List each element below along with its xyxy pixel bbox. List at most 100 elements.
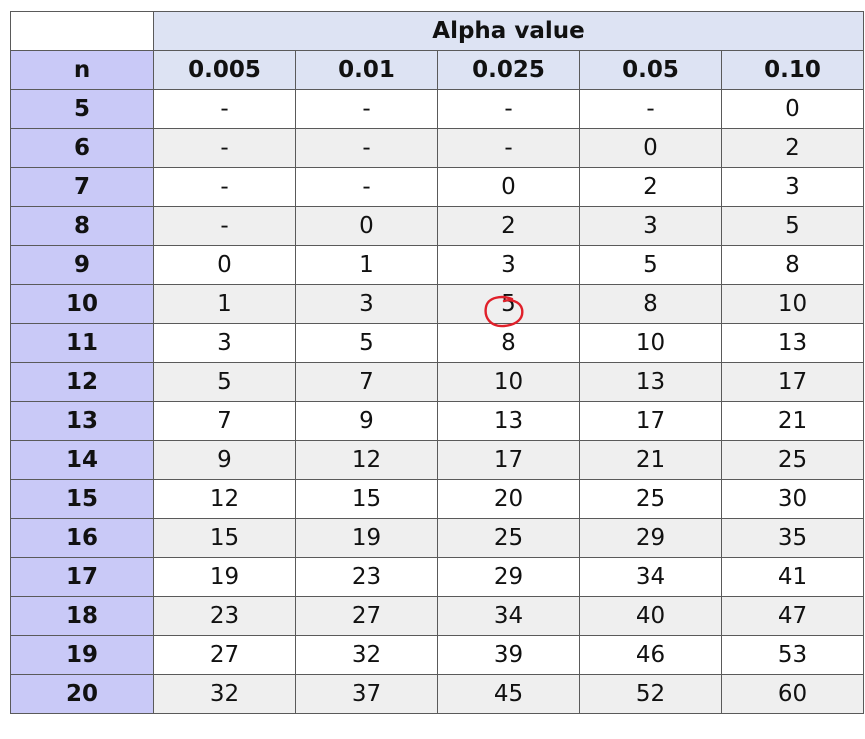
table-row: 11 3 5 8 10 13	[10, 323, 864, 363]
value-cell: 2	[437, 206, 580, 246]
value-cell: 17	[437, 440, 580, 480]
value-cell: 35	[721, 518, 864, 558]
value-cell: -	[153, 206, 296, 246]
critical-values-table: Alpha value n 0.005 0.01 0.025 0.05 0.10…	[10, 11, 864, 714]
critical-values-table-container: Alpha value n 0.005 0.01 0.025 0.05 0.10…	[10, 11, 864, 714]
value-cell: 1	[153, 284, 296, 324]
value-cell: 29	[437, 557, 580, 597]
value-cell: -	[579, 89, 722, 129]
value-cell: 30	[721, 479, 864, 519]
value-cell: 29	[579, 518, 722, 558]
n-cell: 5	[10, 89, 154, 129]
value-cell: 45	[437, 674, 580, 714]
value-cell: 5	[153, 362, 296, 402]
value-cell: 52	[579, 674, 722, 714]
table-row: 5----0	[10, 89, 864, 129]
value-cell: 0	[153, 245, 296, 285]
value-cell: 5	[579, 245, 722, 285]
value-cell: 47	[721, 596, 864, 636]
value-cell: 13	[721, 323, 864, 363]
value-cell: 41	[721, 557, 864, 597]
value-cell: 39	[437, 635, 580, 675]
value-cell: 9	[153, 440, 296, 480]
alpha-column-header: 0.01	[295, 50, 438, 90]
group-header-row: Alpha value	[10, 11, 864, 51]
value-cell: 27	[153, 635, 296, 675]
n-cell: 16	[10, 518, 154, 558]
value-cell: 32	[295, 635, 438, 675]
n-cell: 18	[10, 596, 154, 636]
value-cell: 21	[579, 440, 722, 480]
value-cell: 5	[437, 284, 580, 324]
value-cell: 25	[579, 479, 722, 519]
table-row: 16 15 19 25 29 35	[10, 518, 864, 558]
alpha-column-header: 0.10	[721, 50, 864, 90]
n-header: n	[10, 50, 154, 90]
corner-cell	[10, 11, 154, 51]
value-cell: 34	[579, 557, 722, 597]
value-cell: 10	[437, 362, 580, 402]
value-cell: 8	[721, 245, 864, 285]
value-cell: 60	[721, 674, 864, 714]
value-cell: -	[153, 128, 296, 168]
n-cell: 13	[10, 401, 154, 441]
table-row: 17 19 23 29 34 41	[10, 557, 864, 597]
value-cell: 10	[721, 284, 864, 324]
value-cell: 19	[295, 518, 438, 558]
value-cell: 17	[721, 362, 864, 402]
n-cell: 15	[10, 479, 154, 519]
value-cell: 15	[153, 518, 296, 558]
value-cell: 25	[437, 518, 580, 558]
n-cell: 20	[10, 674, 154, 714]
value-cell: 3	[437, 245, 580, 285]
value-cell: 53	[721, 635, 864, 675]
value-cell: 5	[295, 323, 438, 363]
value-cell: 3	[579, 206, 722, 246]
alpha-column-header: 0.025	[437, 50, 580, 90]
value-cell: -	[437, 89, 580, 129]
value-cell: 21	[721, 401, 864, 441]
value-cell: 10	[579, 323, 722, 363]
value-cell: 0	[437, 167, 580, 207]
value-cell: 40	[579, 596, 722, 636]
n-cell: 12	[10, 362, 154, 402]
value-cell: 3	[721, 167, 864, 207]
value-cell: 7	[153, 401, 296, 441]
value-cell: 34	[437, 596, 580, 636]
table-row: 18 23 27 34 40 47	[10, 596, 864, 636]
n-cell: 14	[10, 440, 154, 480]
n-cell: 6	[10, 128, 154, 168]
value-cell: -	[295, 89, 438, 129]
value-cell: 3	[153, 323, 296, 363]
table-row: 14 9 12 17 21 25	[10, 440, 864, 480]
value-cell: 17	[579, 401, 722, 441]
value-cell: 20	[437, 479, 580, 519]
value-cell: 0	[579, 128, 722, 168]
n-cell: 17	[10, 557, 154, 597]
alpha-column-header: 0.005	[153, 50, 296, 90]
table-row: 12 5 7 10 13 17	[10, 362, 864, 402]
table-row: 15 12 15 20 25 30	[10, 479, 864, 519]
value-cell: 12	[295, 440, 438, 480]
value-cell: -	[437, 128, 580, 168]
n-cell: 10	[10, 284, 154, 324]
table-row: 13 7 9 13 17 21	[10, 401, 864, 441]
value-cell: 32	[153, 674, 296, 714]
value-cell: 8	[579, 284, 722, 324]
value-cell: 27	[295, 596, 438, 636]
n-cell: 7	[10, 167, 154, 207]
value-cell: 1	[295, 245, 438, 285]
value-cell: 25	[721, 440, 864, 480]
value-cell: 46	[579, 635, 722, 675]
value-cell: 2	[579, 167, 722, 207]
n-cell: 9	[10, 245, 154, 285]
alpha-column-header: 0.05	[579, 50, 722, 90]
alpha-value-header: Alpha value	[153, 11, 864, 51]
value-cell: -	[295, 128, 438, 168]
n-cell: 8	[10, 206, 154, 246]
table-row: 10 1 3 5 8 10	[10, 284, 864, 324]
